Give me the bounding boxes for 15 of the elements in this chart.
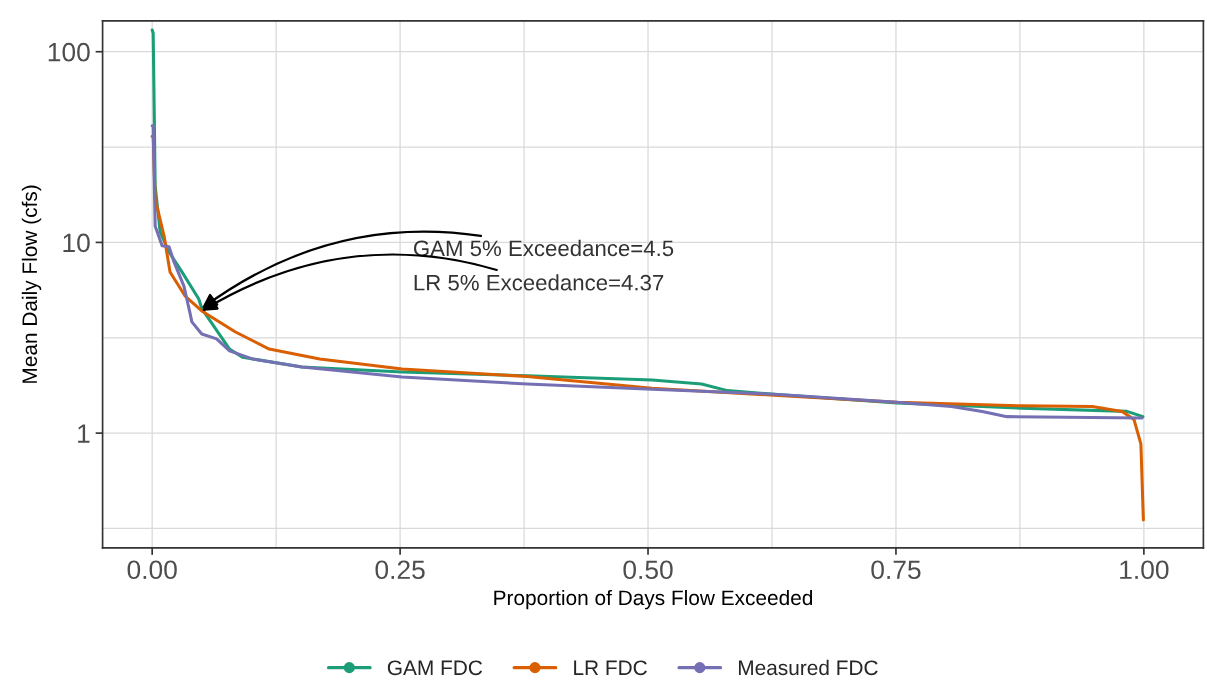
y-tick-label: 1 [78, 424, 90, 443]
x-tick-label: 0.50 [623, 560, 673, 580]
x-tick-label: 0.00 [127, 560, 177, 580]
line-series [150, 124, 1144, 420]
y-axis-title: Mean Daily Flow (cfs) [21, 185, 42, 383]
x-tick-label: 1.00 [1120, 560, 1169, 580]
x-tick-label: 0.75 [871, 560, 921, 580]
legend-label: LR FDC [574, 660, 647, 676]
x-tick-label: 0.25 [375, 560, 425, 580]
y-tick-label: 100 [48, 42, 90, 62]
y-tick-label: 10 [63, 233, 90, 253]
legend-label: GAM FDC [387, 660, 483, 676]
annotation: GAM 5% Exceedance=4.5 [413, 239, 674, 257]
legend-label: Measured FDC [738, 659, 878, 676]
x-axis-title: Proportion of Days Flow Exceeded [494, 589, 813, 610]
